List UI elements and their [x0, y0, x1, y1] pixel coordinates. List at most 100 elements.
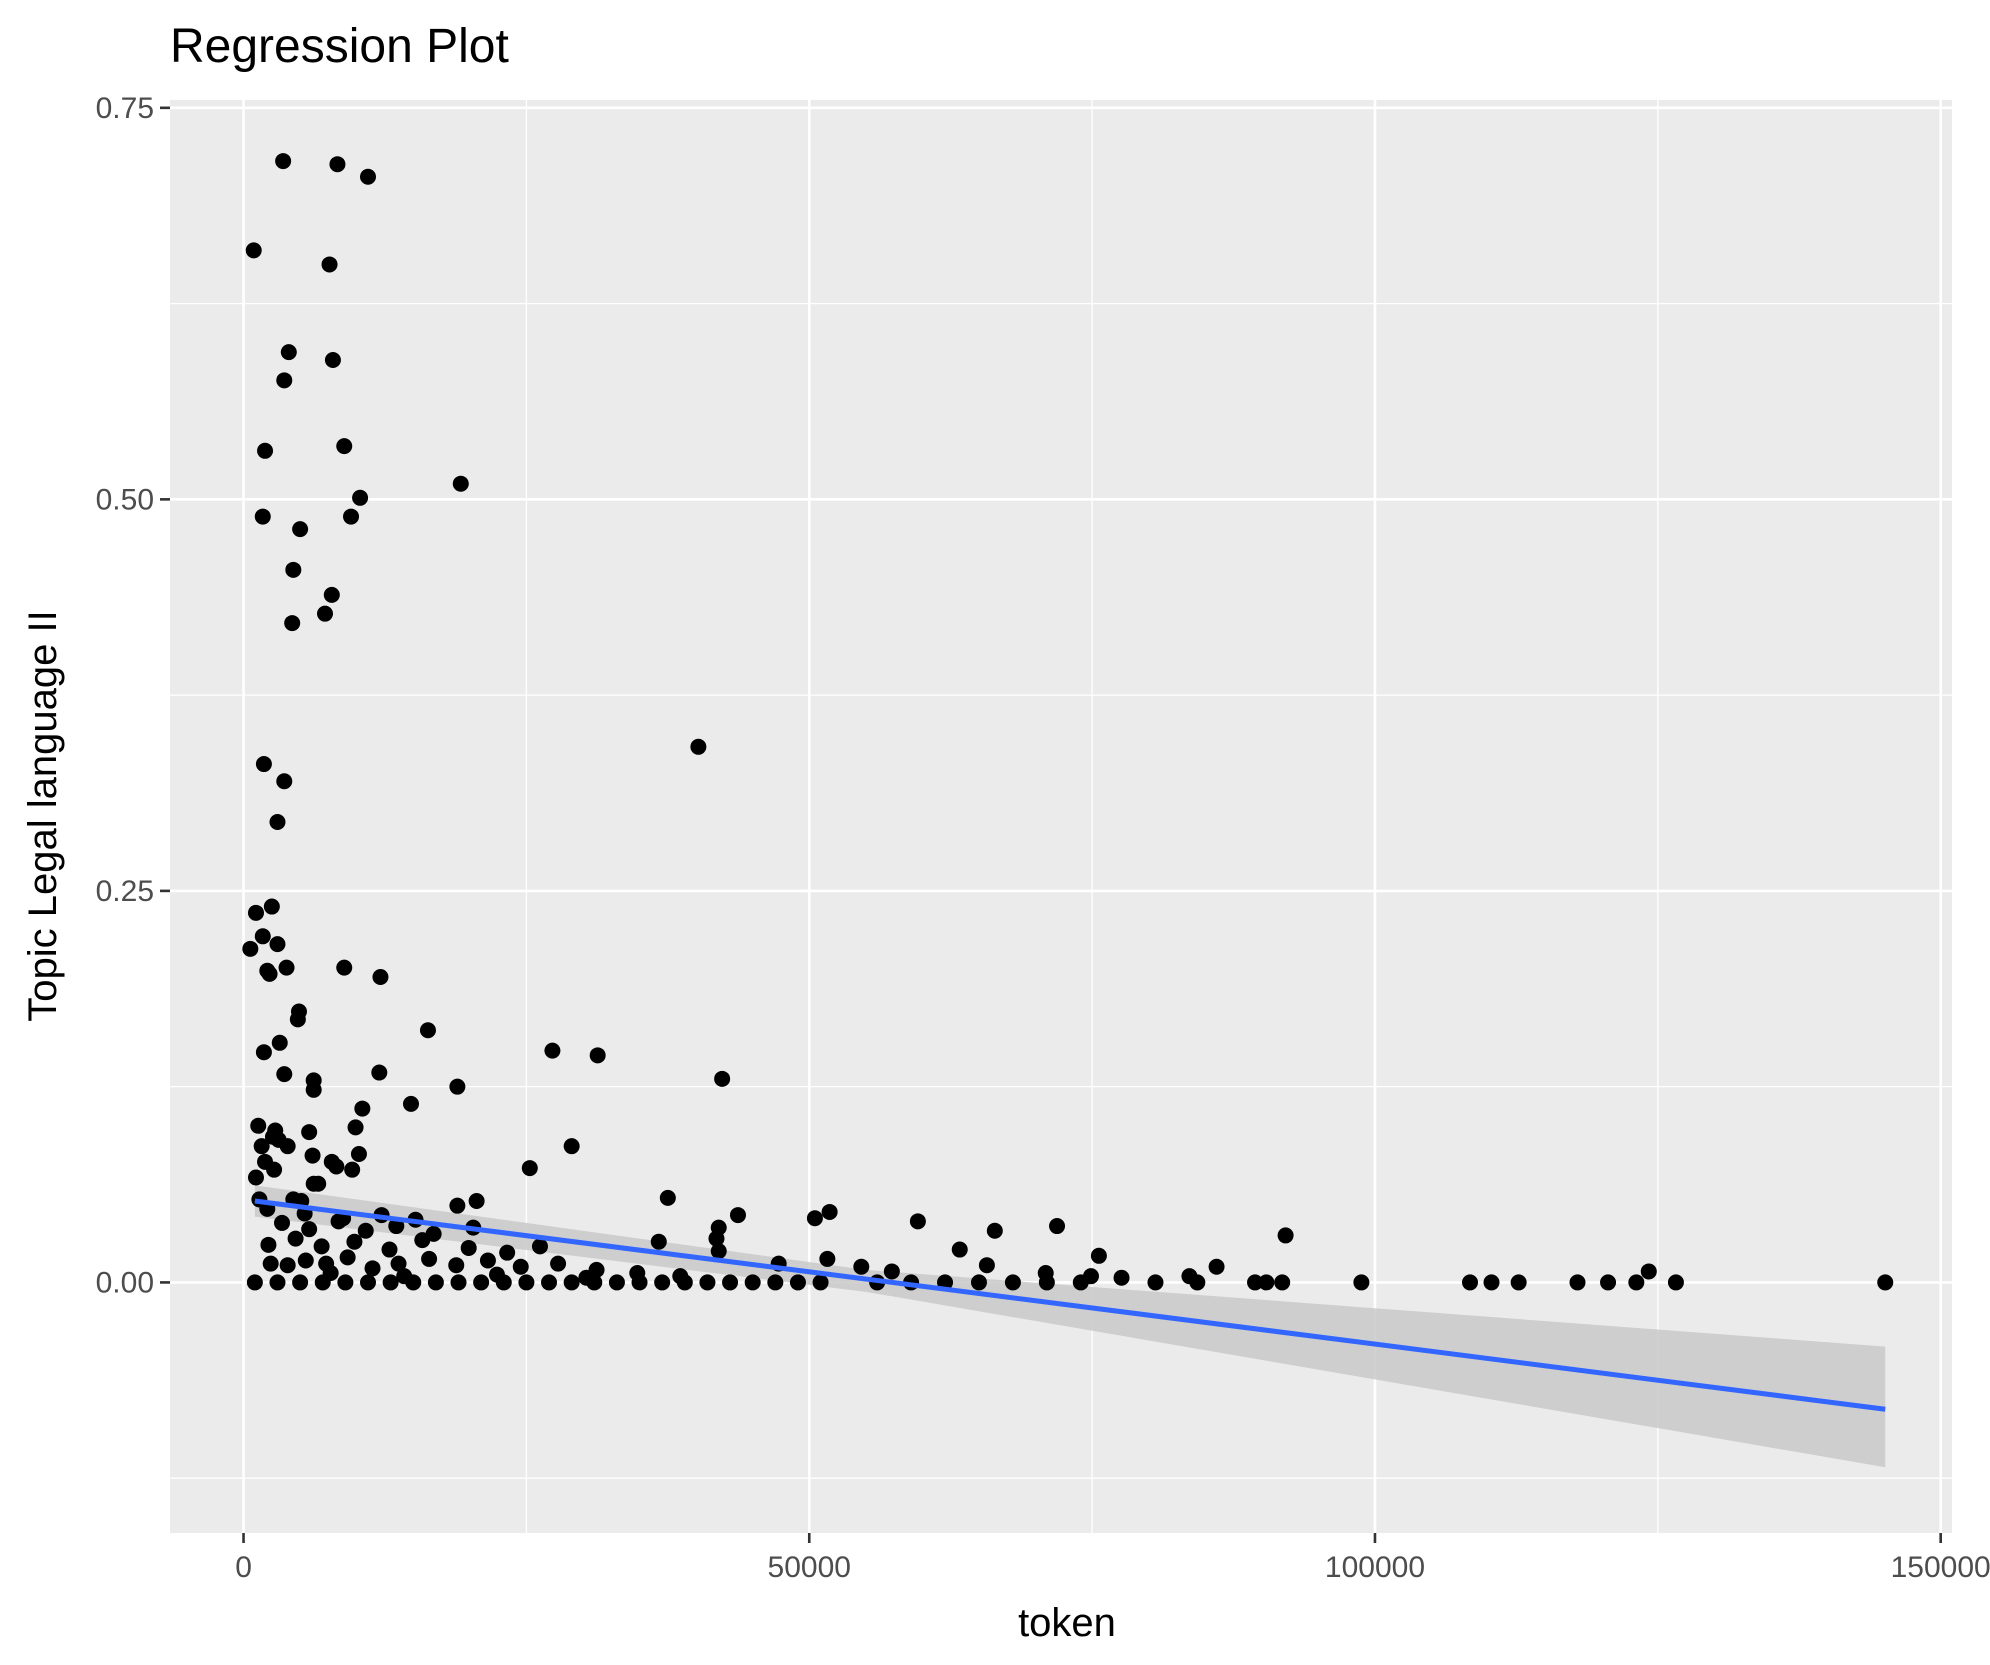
data-point	[1462, 1274, 1479, 1291]
data-point	[629, 1265, 646, 1282]
data-point	[284, 615, 301, 632]
data-point	[274, 1214, 291, 1231]
data-point	[242, 940, 259, 957]
x-tick-label: 0	[235, 1551, 252, 1584]
data-point	[970, 1274, 987, 1291]
y-tick-label: 0.00	[96, 1266, 154, 1299]
data-point	[260, 1236, 277, 1253]
data-point	[269, 813, 286, 830]
data-point	[518, 1274, 535, 1291]
data-point	[1277, 1227, 1294, 1244]
data-point	[1113, 1269, 1130, 1286]
data-point	[672, 1268, 689, 1285]
data-point	[263, 898, 280, 915]
data-point	[819, 1250, 836, 1267]
data-point	[360, 168, 376, 185]
data-point	[337, 1274, 354, 1291]
data-point	[321, 256, 338, 273]
data-point	[354, 1100, 371, 1117]
data-point	[699, 1274, 716, 1291]
data-point	[266, 1161, 283, 1178]
data-point	[1510, 1274, 1527, 1291]
data-point	[473, 1274, 490, 1291]
data-point	[1004, 1274, 1021, 1291]
data-point	[499, 1244, 516, 1261]
data-point	[390, 1255, 407, 1272]
data-point	[1258, 1274, 1275, 1291]
data-point	[280, 344, 297, 361]
data-point	[1600, 1274, 1617, 1291]
data-point	[421, 1250, 438, 1267]
regression-line	[254, 1198, 1886, 1412]
data-point	[262, 1255, 279, 1272]
data-point	[269, 1274, 286, 1291]
data-point	[1640, 1263, 1657, 1280]
data-point	[317, 605, 334, 622]
data-point	[1049, 1218, 1066, 1235]
data-point	[708, 1230, 725, 1247]
data-point	[744, 1274, 761, 1291]
data-point	[297, 1252, 314, 1269]
data-point	[714, 1070, 731, 1087]
data-point	[255, 756, 272, 773]
data-point	[301, 1221, 318, 1238]
y-tick-label: 0.75	[96, 92, 154, 125]
data-point	[767, 1274, 784, 1291]
data-point	[323, 586, 340, 603]
data-point	[352, 489, 369, 506]
data-point	[690, 738, 707, 755]
data-point	[304, 1147, 321, 1164]
data-point	[544, 1042, 561, 1059]
data-point	[292, 521, 309, 538]
data-point	[1483, 1274, 1500, 1291]
data-point	[650, 1233, 667, 1250]
data-point	[710, 1243, 727, 1260]
data-point	[324, 351, 341, 368]
data-point	[1667, 1274, 1684, 1291]
y-tick-label: 0.25	[96, 875, 154, 908]
data-point	[1628, 1274, 1645, 1291]
x-axis-title: token	[1018, 1601, 1116, 1645]
data-point	[339, 1249, 356, 1266]
data-point	[343, 508, 360, 525]
data-point	[372, 969, 389, 986]
data-point	[347, 1119, 364, 1136]
data-point	[448, 1257, 465, 1274]
data-point	[271, 1034, 288, 1051]
data-point	[275, 153, 292, 170]
data-point	[279, 1138, 296, 1155]
data-point	[578, 1269, 595, 1286]
data-point	[821, 1203, 838, 1220]
data-point	[350, 1145, 367, 1162]
data-point	[450, 1274, 467, 1291]
data-point	[276, 372, 293, 389]
data-point	[254, 508, 271, 525]
data-point	[246, 1274, 263, 1291]
data-point	[336, 438, 353, 455]
data-point	[301, 1124, 318, 1141]
data-point	[722, 1274, 739, 1291]
data-point	[344, 1161, 361, 1178]
data-point	[276, 1066, 293, 1083]
data-point	[654, 1274, 671, 1291]
data-point	[253, 1138, 270, 1155]
data-point	[285, 561, 302, 578]
data-point	[452, 475, 469, 492]
data-point	[254, 928, 271, 945]
data-point	[1189, 1274, 1206, 1291]
data-point	[1877, 1274, 1894, 1291]
data-point	[250, 1117, 267, 1134]
data-point	[357, 1222, 374, 1239]
data-point	[909, 1213, 926, 1230]
y-axis: 0.00 0.25 0.50 0.75	[96, 92, 170, 1299]
data-point	[589, 1047, 606, 1064]
data-point	[1090, 1247, 1107, 1264]
x-tick-label: 50000	[768, 1551, 851, 1584]
data-point	[1274, 1274, 1291, 1291]
data-point	[479, 1252, 496, 1269]
data-point	[257, 442, 274, 459]
data-point	[247, 1169, 264, 1186]
data-point	[419, 1022, 436, 1039]
data-point	[449, 1197, 466, 1214]
